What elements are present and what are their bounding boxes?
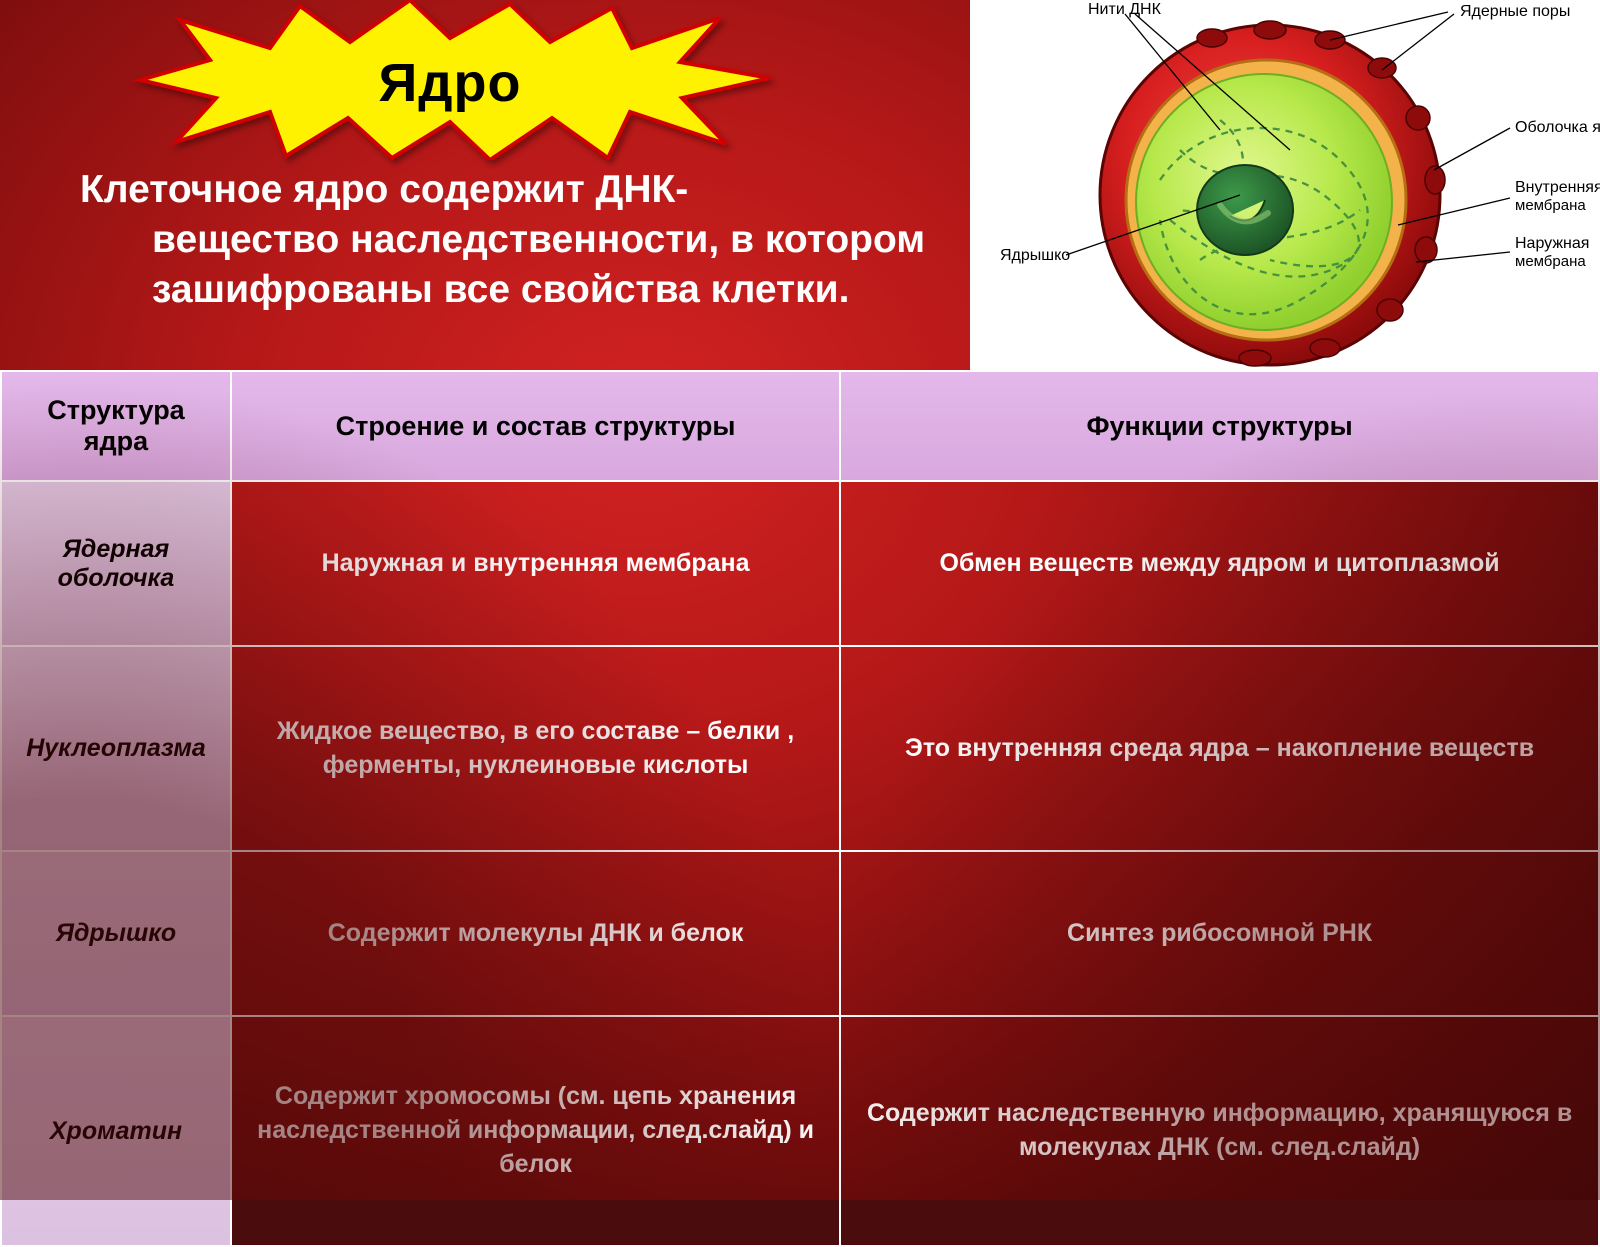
col-header-structure: Структура ядра <box>1 371 231 481</box>
row-label: Хроматин <box>1 1016 231 1246</box>
table-row: Ядерная оболочкаНаружная и внутренняя ме… <box>1 481 1599 646</box>
table-header-row: Структура ядра Строение и состав структу… <box>1 371 1599 481</box>
table-row: ЯдрышкоСодержит молекулы ДНК и белокСинт… <box>1 851 1599 1016</box>
row-structure: Содержит молекулы ДНК и белок <box>231 851 840 1016</box>
lbl-outer-membrane: Наружная <box>1515 235 1589 252</box>
row-label: Ядерная оболочка <box>1 481 231 646</box>
table-row: НуклеоплазмаЖидкое вещество, в его соста… <box>1 646 1599 851</box>
subtitle: Клеточное ядро содержит ДНК- вещество на… <box>80 165 930 315</box>
structure-table: Структура ядра Строение и состав структу… <box>0 370 1600 1247</box>
row-function: Это внутренняя среда ядра – накопление в… <box>840 646 1599 851</box>
table-row: ХроматинСодержит хромосомы (см. цепь хра… <box>1 1016 1599 1246</box>
lbl-envelope: Оболочка ядра <box>1515 119 1600 136</box>
row-structure: Жидкое вещество, в его составе – белки ,… <box>231 646 840 851</box>
nucleus-diagram: Нити ДНК Ядерные поры Оболочка ядра Внут… <box>970 0 1600 370</box>
lbl-dna-threads: Нити ДНК <box>1088 1 1162 18</box>
row-function: Обмен веществ между ядром и цитоплазмой <box>840 481 1599 646</box>
subtitle-line1: Клеточное ядро содержит ДНК- <box>80 168 688 211</box>
row-label: Нуклеоплазма <box>1 646 231 851</box>
row-structure: Наружная и внутренняя мембрана <box>231 481 840 646</box>
col-header-function: Функции структуры <box>840 371 1599 481</box>
title-burst: Ядро <box>120 0 780 160</box>
top-region: Ядро Клеточное ядро содержит ДНК- вещест… <box>0 0 1600 370</box>
col-header-build: Строение и состав структуры <box>231 371 840 481</box>
slide: Ядро Клеточное ядро содержит ДНК- вещест… <box>0 0 1600 1200</box>
lbl-nuclear-pores: Ядерные поры <box>1460 3 1570 20</box>
subtitle-rest: вещество наследственности, в котором заш… <box>80 215 930 315</box>
row-structure: Содержит хромосомы (см. цепь хранения на… <box>231 1016 840 1246</box>
lbl-nucleolus: Ядрышко <box>1000 247 1070 264</box>
row-function: Содержит наследственную информацию, хран… <box>840 1016 1599 1246</box>
svg-text:мембрана: мембрана <box>1515 253 1586 270</box>
svg-text:мембрана: мембрана <box>1515 197 1586 214</box>
slide-title: Ядро <box>120 0 780 160</box>
row-function: Синтез рибосомной РНК <box>840 851 1599 1016</box>
burst-shape <box>120 0 780 160</box>
row-label: Ядрышко <box>1 851 231 1016</box>
lbl-inner-membrane: Внутренняя <box>1515 179 1600 196</box>
table-body: Ядерная оболочкаНаружная и внутренняя ме… <box>1 481 1599 1246</box>
